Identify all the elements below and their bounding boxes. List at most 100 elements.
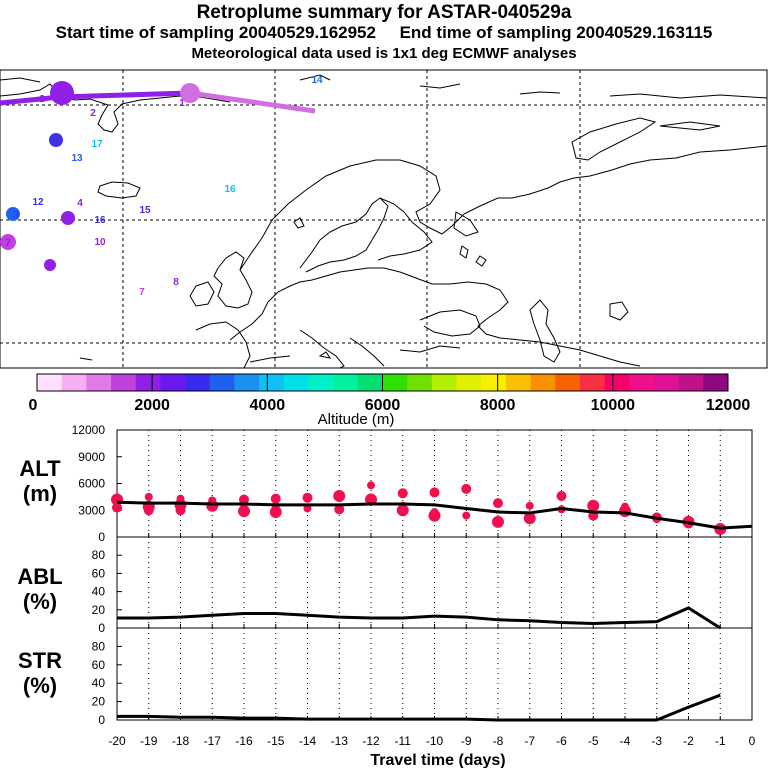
coast-novaya-zemlya bbox=[571, 117, 657, 161]
colorbar-swatch bbox=[185, 374, 211, 391]
coast-franz-josef bbox=[659, 121, 721, 131]
alt-scatter-point bbox=[523, 512, 536, 525]
colorbar-swatch bbox=[530, 374, 556, 391]
panel-ylabel: ABL bbox=[17, 564, 62, 589]
colorbar-tick-label: 4000 bbox=[250, 397, 286, 414]
alt-scatter-point bbox=[461, 483, 472, 494]
coast-white-sea bbox=[453, 211, 479, 237]
alt-scatter-point bbox=[429, 487, 440, 498]
alt-scatter-point bbox=[302, 492, 313, 503]
alt-scatter-point bbox=[525, 501, 534, 510]
coast-greenland bbox=[0, 83, 231, 133]
colorbar-swatch bbox=[209, 374, 235, 391]
x-tick-label: -13 bbox=[331, 734, 349, 748]
x-tick-label: -19 bbox=[140, 734, 158, 748]
y-tick-label: 40 bbox=[92, 676, 106, 690]
alt-scatter-point bbox=[269, 506, 282, 519]
colorbar-swatch bbox=[111, 374, 137, 391]
plume-dot-day11 bbox=[6, 207, 20, 221]
y-tick-label: 80 bbox=[92, 639, 106, 653]
alt-scatter-point bbox=[144, 492, 153, 501]
alt-scatter-point bbox=[493, 498, 503, 509]
colorbar-swatch bbox=[308, 374, 334, 391]
map-day-label-16: 16 bbox=[224, 184, 236, 195]
map-gridlines bbox=[0, 70, 767, 368]
alt-scatter-point bbox=[587, 499, 600, 512]
map-day-label-8: 8 bbox=[173, 277, 179, 288]
map-day-label-1: 1 bbox=[179, 98, 185, 109]
plume-dot-day9 bbox=[49, 133, 63, 147]
x-tick-label: -2 bbox=[683, 734, 694, 748]
plume-dot-day5 bbox=[61, 211, 75, 225]
colorbar-swatch bbox=[629, 374, 655, 391]
map-day-label-17: 17 bbox=[91, 139, 103, 150]
colorbar-swatch bbox=[283, 374, 309, 391]
x-tick-label: -11 bbox=[395, 734, 412, 748]
colorbar-swatch bbox=[456, 374, 482, 391]
coast-britain bbox=[213, 251, 253, 309]
map-day-label-14: 14 bbox=[311, 75, 323, 86]
plume-trajectory bbox=[0, 81, 316, 271]
map-day-label-6: 6 bbox=[47, 262, 53, 273]
alt-scatter-point bbox=[112, 502, 122, 513]
y-tick-label: 0 bbox=[98, 713, 105, 727]
coast-italy bbox=[299, 329, 345, 368]
alt-scatter-point bbox=[303, 504, 312, 513]
colorbar-swatch bbox=[382, 374, 408, 391]
x-tick-label: -14 bbox=[299, 734, 317, 748]
x-tick-label: -3 bbox=[651, 734, 662, 748]
colorbar-swatch bbox=[160, 374, 186, 391]
map-day-label-7: 7 bbox=[5, 238, 11, 249]
colorbar-swatch bbox=[431, 374, 458, 391]
x-tick-label: -15 bbox=[267, 734, 285, 748]
coast-scandinavia bbox=[239, 145, 767, 271]
map-day-label-2: 2 bbox=[39, 94, 45, 105]
coast-black-sea bbox=[419, 309, 481, 337]
alt-scatter-point bbox=[270, 493, 281, 504]
plume-dot-start bbox=[180, 83, 200, 103]
x-tick-label: -20 bbox=[108, 734, 126, 748]
alt-scatter-point bbox=[143, 505, 154, 516]
series-line-str bbox=[117, 693, 721, 722]
x-tick-label: -16 bbox=[235, 734, 253, 748]
colorbar-swatch bbox=[703, 374, 729, 391]
x-tick-label: -7 bbox=[524, 734, 535, 748]
alt-scatter-point bbox=[556, 490, 567, 501]
x-tick-label: -8 bbox=[493, 734, 504, 748]
plume-dot-day2 bbox=[50, 81, 74, 105]
colorbar-swatch bbox=[86, 374, 112, 391]
x-tick-label: -1 bbox=[715, 734, 726, 748]
chart-subtitle-sampling: Start time of sampling 20040529.162952 E… bbox=[55, 23, 713, 42]
map-day-label-9: 9 bbox=[53, 137, 59, 148]
map-day-label-2: 2 bbox=[90, 108, 96, 119]
x-tick-label: -6 bbox=[556, 734, 567, 748]
map-day-label-12: 12 bbox=[32, 197, 44, 208]
panel-ylabel: STR bbox=[18, 648, 62, 673]
colorbar-tick-label: 10000 bbox=[591, 397, 636, 414]
colorbar-swatch bbox=[407, 374, 433, 391]
time-series-panels: 030006000900012000ALT(m)020406080ABL(%)0… bbox=[17, 423, 755, 768]
map-day-label-3: 3 bbox=[13, 210, 19, 221]
coast-arctic-islands bbox=[0, 74, 767, 99]
map-day-label-15: 15 bbox=[139, 205, 151, 216]
colorbar-tick-label: 0 bbox=[29, 397, 38, 414]
chart-title: Retroplume summary for ASTAR-040529a bbox=[196, 2, 572, 23]
y-tick-label: 60 bbox=[92, 658, 106, 672]
coast-aral bbox=[609, 301, 629, 321]
y-tick-label: 0 bbox=[98, 621, 105, 635]
plume-dot-day6 bbox=[44, 259, 56, 271]
y-tick-label: 20 bbox=[92, 695, 106, 709]
alt-scatter-point bbox=[367, 481, 375, 490]
colorbar-swatch bbox=[653, 374, 680, 391]
alt-scatter-point bbox=[238, 505, 250, 518]
alt-scatter-point bbox=[334, 504, 345, 515]
x-tick-label: -10 bbox=[426, 734, 444, 748]
map-day-label-10: 10 bbox=[94, 237, 106, 248]
map-day-label-16: 16 bbox=[94, 215, 106, 226]
panel-ylabel: ALT bbox=[19, 456, 61, 481]
coast-iberia bbox=[195, 321, 251, 368]
colorbar-swatch bbox=[481, 374, 507, 391]
